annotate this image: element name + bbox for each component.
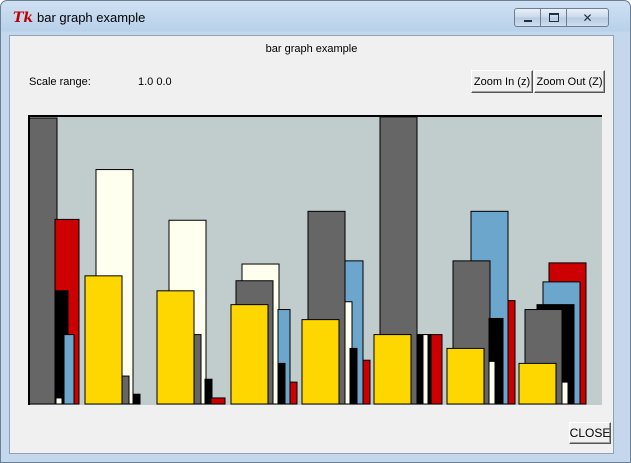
bar-g1-gray-8 — [121, 375, 130, 405]
bar-g0-gray-1 — [28, 117, 58, 405]
bar-g6-ivory-37 — [488, 360, 496, 405]
bar-g5-ivory-31 — [422, 334, 429, 405]
bar-g2-gray-12 — [193, 334, 202, 405]
bar-g1-yellow-7 — [84, 275, 123, 405]
bar-graph-canvas[interactable] — [28, 115, 602, 405]
bar-g6-red-35 — [507, 300, 516, 405]
bar-g3-yellow-17 — [230, 304, 269, 405]
window-close-button[interactable]: ✕ — [566, 8, 609, 27]
minimize-button[interactable] — [514, 8, 540, 27]
title-bar[interactable]: Tk bar graph example ✕ — [1, 1, 630, 35]
maximize-icon — [548, 13, 559, 22]
bar-g7-ivory-43 — [561, 381, 569, 405]
bar-g2-black-13 — [204, 378, 213, 405]
minimize-icon — [523, 19, 532, 22]
page-title: bar graph example — [265, 43, 358, 55]
maximize-button[interactable] — [540, 8, 566, 27]
zoom-in-button[interactable]: Zoom In (z) — [471, 70, 533, 93]
bar-g0-blue-4 — [63, 334, 75, 405]
bar-g1-black-9 — [132, 393, 141, 405]
close-icon: ✕ — [582, 10, 593, 25]
bar-g3-black-19 — [277, 362, 286, 405]
bar-g7-yellow-42 — [518, 362, 557, 405]
close-button[interactable]: CLOSE — [569, 422, 611, 444]
zoom-out-button[interactable]: Zoom Out (Z) — [534, 70, 605, 93]
window-title: bar graph example — [37, 10, 146, 25]
bar-g3-red-20 — [289, 381, 298, 405]
bar-g2-yellow-11 — [156, 290, 195, 405]
bar-g5-yellow-28 — [373, 334, 412, 405]
bar-g2-red-14 — [210, 397, 226, 405]
bars-group — [28, 116, 587, 405]
bar-g6-yellow-34 — [446, 347, 485, 405]
bar-g4-red-26 — [362, 359, 371, 405]
client-area: bar graph example Scale range: 1.0 0.0 Z… — [9, 35, 614, 454]
scale-range-value: 1.0 0.0 — [138, 76, 172, 88]
scale-range-label: Scale range: — [29, 76, 91, 88]
bar-g4-black-25 — [349, 347, 358, 405]
tk-feather-icon: Tk — [13, 10, 34, 26]
bar-g4-yellow-23 — [301, 319, 340, 405]
bar-g0-ivory-5 — [55, 397, 63, 405]
